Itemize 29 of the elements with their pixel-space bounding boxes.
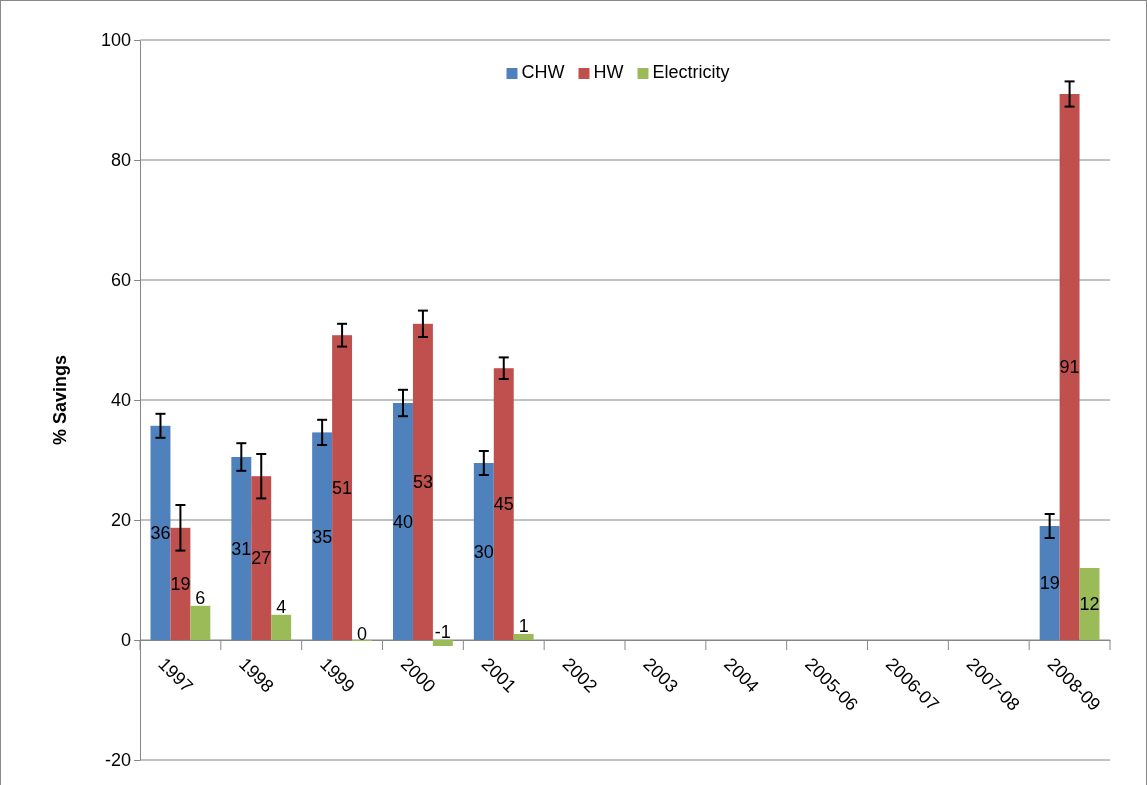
data-label: 40 (392, 511, 413, 532)
data-label: 30 (473, 541, 494, 562)
y-axis-title: % Savings (50, 354, 70, 446)
data-label: 53 (412, 472, 433, 493)
legend-label: CHW (521, 62, 565, 82)
data-label: 1 (518, 616, 529, 637)
y-tick-label: 0 (120, 630, 131, 651)
y-tick-label: 60 (110, 270, 131, 291)
y-tick-label: 20 (110, 510, 131, 531)
data-label: 19 (1039, 573, 1060, 594)
data-label: 91 (1059, 357, 1080, 378)
legend-label: Electricity (652, 62, 730, 82)
data-label: -1 (434, 622, 451, 643)
data-label: 31 (231, 538, 252, 559)
data-label: 51 (332, 477, 353, 498)
data-label: 27 (251, 548, 272, 569)
legend-label: HW (593, 62, 624, 82)
y-tick-label: -20 (104, 750, 131, 771)
y-tick-label: 40 (110, 390, 131, 411)
data-label: 0 (357, 624, 368, 645)
data-label: 12 (1079, 594, 1100, 615)
data-label: 19 (170, 574, 191, 595)
y-tick-label: 80 (110, 150, 131, 171)
y-tick-label: 100 (100, 30, 131, 51)
data-label: 35 (312, 526, 333, 547)
data-label: 45 (493, 494, 514, 515)
data-label: 36 (150, 523, 171, 544)
data-label: 6 (195, 588, 206, 609)
data-label: 4 (276, 597, 287, 618)
